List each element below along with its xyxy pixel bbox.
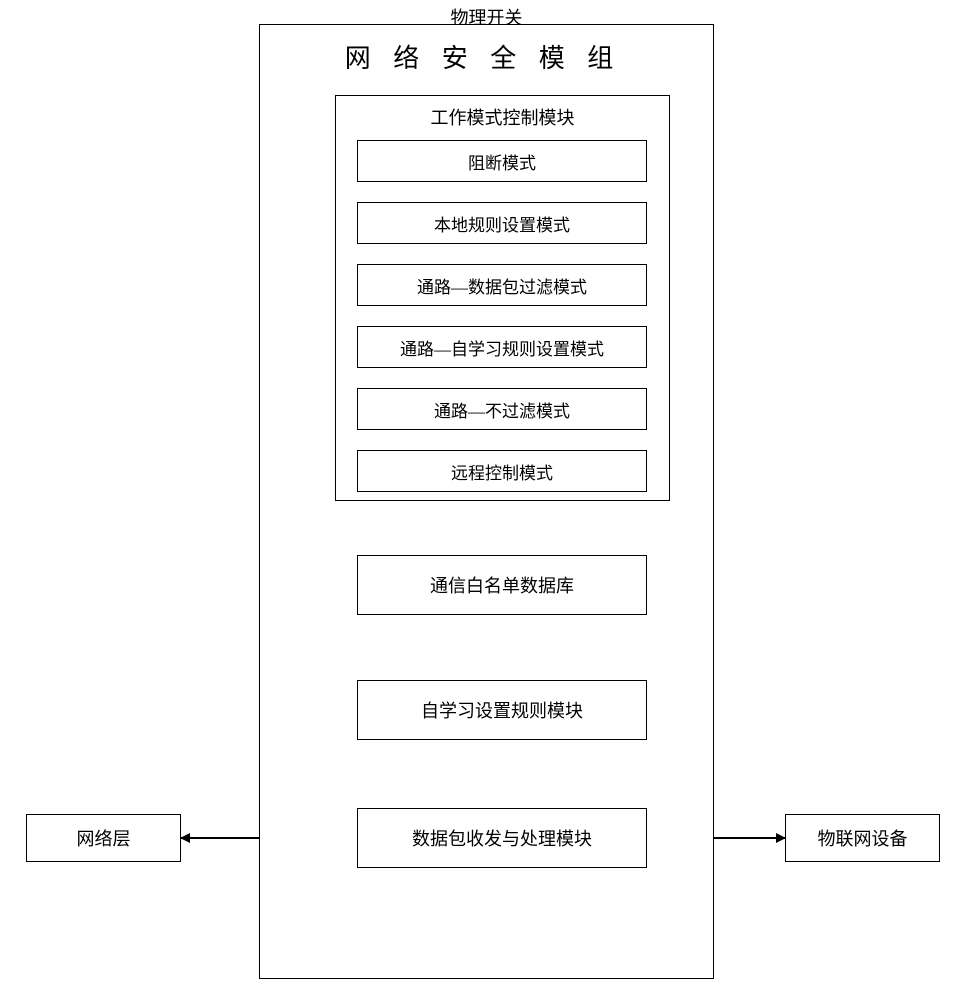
mode-item-block: 阻断模式 [357, 140, 647, 182]
iot-device-text: 物联网设备 [818, 825, 908, 851]
mode-item-block-text: 阻断模式 [468, 149, 536, 174]
selflearn-module-box: 自学习设置规则模块 [357, 680, 647, 740]
packet-module-box: 数据包收发与处理模块 [357, 808, 647, 868]
module-title-text: 网 络 安 全 模 组 [345, 44, 622, 73]
network-layer-box: 网络层 [26, 814, 181, 862]
mode-item-path-nofilter-text: 通路—不过滤模式 [434, 397, 570, 422]
mode-item-path-selflearn-text: 通路—自学习规则设置模式 [400, 335, 604, 360]
mode-item-path-nofilter: 通路—不过滤模式 [357, 388, 647, 430]
mode-item-path-filter-text: 通路—数据包过滤模式 [417, 273, 587, 298]
mode-item-local-rule: 本地规则设置模式 [357, 202, 647, 244]
network-layer-text: 网络层 [77, 825, 131, 851]
whitelist-db-text: 通信白名单数据库 [430, 572, 574, 598]
packet-module-text: 数据包收发与处理模块 [412, 825, 592, 851]
mode-control-label: 工作模式控制模块 [335, 104, 670, 130]
mode-item-remote-control: 远程控制模式 [357, 450, 647, 492]
selflearn-module-text: 自学习设置规则模块 [421, 697, 583, 723]
whitelist-db-box: 通信白名单数据库 [357, 555, 647, 615]
mode-item-remote-control-text: 远程控制模式 [451, 459, 553, 484]
module-title: 网 络 安 全 模 组 [280, 38, 686, 75]
mode-control-text: 工作模式控制模块 [431, 108, 575, 128]
iot-device-box: 物联网设备 [785, 814, 940, 862]
mode-item-path-filter: 通路—数据包过滤模式 [357, 264, 647, 306]
mode-item-local-rule-text: 本地规则设置模式 [434, 211, 570, 236]
mode-item-path-selflearn: 通路—自学习规则设置模式 [357, 326, 647, 368]
